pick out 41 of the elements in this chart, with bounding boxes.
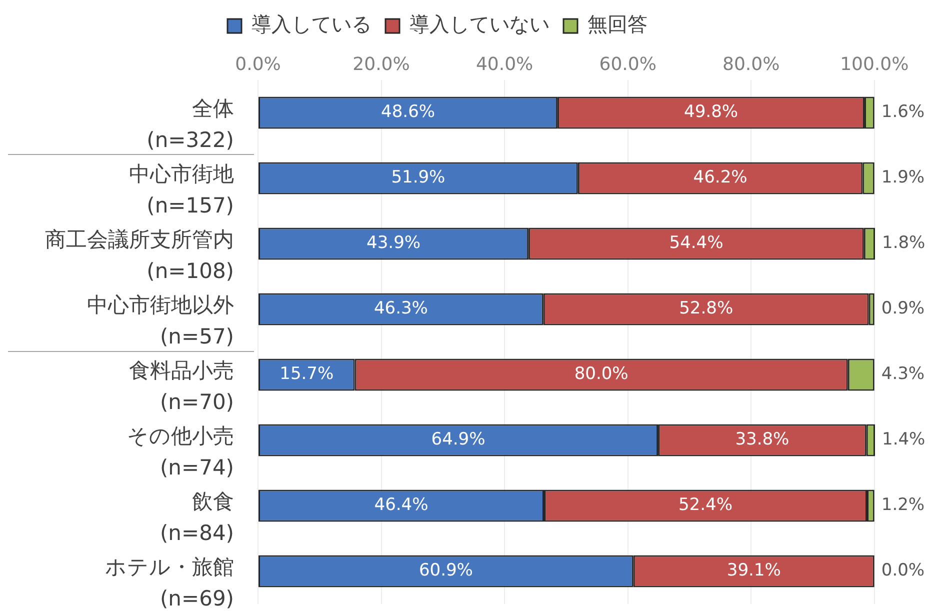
y-tick-label: 中心市街地 (n=157)	[129, 162, 234, 218]
x-tick-label: 40.0%	[476, 54, 534, 75]
x-tick-label: 60.0%	[599, 54, 656, 75]
legend-label: 導入していない	[410, 12, 550, 36]
data-label: 1.8%	[882, 233, 926, 254]
data-label: 1.4%	[882, 430, 926, 450]
data-label: 46.3%	[374, 298, 428, 319]
data-label: 33.8%	[735, 430, 790, 450]
data-label: 52.4%	[678, 495, 732, 516]
data-label: 49.8%	[684, 102, 738, 122]
y-tick-label: 全体 (n=322)	[146, 96, 234, 152]
data-label: 48.6%	[381, 102, 436, 122]
legend-label: 無回答	[588, 12, 648, 36]
data-label: 64.9%	[431, 430, 486, 450]
data-label: 4.3%	[881, 364, 925, 384]
y-tick-label: 飲食 (n=84)	[160, 489, 234, 545]
y-tick-label: その他小売 (n=74)	[127, 424, 234, 480]
y-tick-label: 商工会議所支所管内 (n=108)	[45, 227, 234, 283]
data-label: 0.0%	[881, 560, 925, 581]
x-tick-label: 80.0%	[722, 54, 780, 75]
x-tick-label: 100.0%	[840, 54, 909, 75]
data-label: 15.7%	[280, 364, 334, 384]
x-tick-label: 0.0%	[235, 54, 281, 75]
y-tick-label: ホテル・旅館 (n=69)	[105, 554, 234, 610]
data-label: 52.8%	[679, 298, 734, 319]
x-tick-label: 20.0%	[352, 54, 410, 75]
y-tick-label: 中心市街地以外 (n=57)	[87, 292, 234, 348]
data-label: 51.9%	[391, 168, 446, 188]
data-label: 1.2%	[881, 495, 925, 516]
data-label: 46.2%	[693, 168, 748, 188]
data-label: 54.4%	[669, 233, 724, 254]
data-label: 43.9%	[366, 233, 421, 254]
data-label: 60.9%	[418, 560, 473, 581]
data-label: 39.1%	[726, 560, 781, 581]
data-label: 1.6%	[881, 102, 925, 122]
data-label: 1.9%	[881, 168, 925, 188]
data-label: 0.9%	[881, 298, 925, 319]
legend-label: 導入している	[252, 12, 372, 36]
y-tick-label: 食料品小売 (n=70)	[129, 358, 234, 414]
data-label: 46.4%	[374, 495, 428, 516]
data-label: 80.0%	[574, 364, 628, 384]
